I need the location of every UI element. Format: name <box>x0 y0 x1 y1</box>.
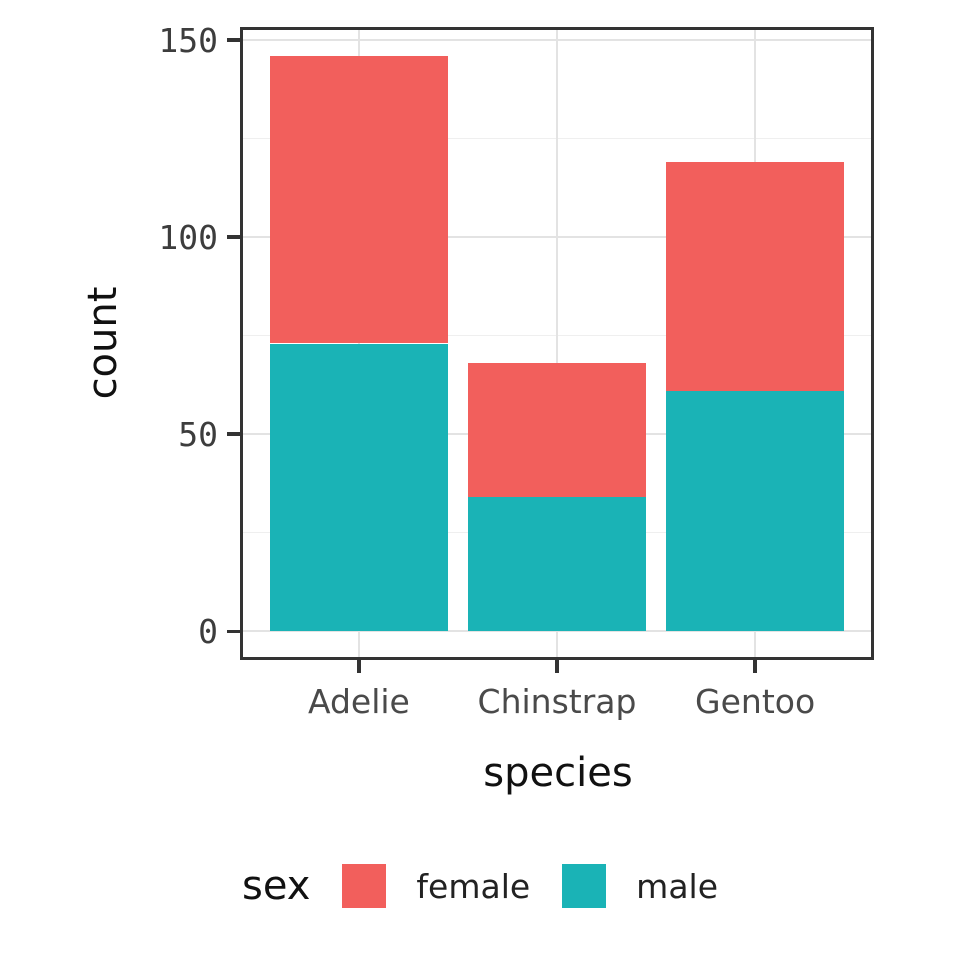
bar-chinstrap-female <box>467 363 647 498</box>
legend-swatch-female <box>342 864 387 908</box>
legend-label-male: male <box>636 866 719 906</box>
y-axis-tick <box>227 38 240 42</box>
bar-chinstrap-male <box>467 497 647 632</box>
x-axis-tick <box>753 660 757 673</box>
x-axis-tick-label: Adelie <box>307 682 410 721</box>
bar-gentoo-male <box>666 390 845 632</box>
y-axis-tick-label: 150 <box>158 20 218 60</box>
legend: sex female male <box>0 858 960 914</box>
plot-panel <box>240 27 874 660</box>
legend-label-female: female <box>416 866 531 906</box>
x-axis-tick <box>357 660 361 673</box>
y-axis-tick-label: 50 <box>178 414 218 454</box>
bar-adelie-female <box>269 55 448 344</box>
x-axis-tick-label: Gentoo <box>695 682 816 721</box>
gridline-major-x <box>555 27 559 660</box>
legend-items: female male <box>342 864 718 908</box>
legend-item-female: female <box>342 864 530 908</box>
y-axis-tick <box>227 235 240 239</box>
y-axis-tick <box>227 629 240 633</box>
y-axis-tick-label: 0 <box>198 611 218 651</box>
bar-gentoo-female <box>666 162 845 391</box>
legend-swatch-male <box>562 864 607 908</box>
x-axis-tick-label: Chinstrap <box>477 682 637 721</box>
y-axis-tick <box>227 432 240 436</box>
bar-adelie-male <box>269 343 448 632</box>
y-axis-title: count <box>80 286 126 400</box>
x-axis-tick <box>555 660 559 673</box>
legend-title: sex <box>241 863 311 909</box>
x-axis-title: species <box>483 750 633 796</box>
y-axis-tick-label: 100 <box>158 217 218 257</box>
legend-item-male: male <box>562 864 718 908</box>
